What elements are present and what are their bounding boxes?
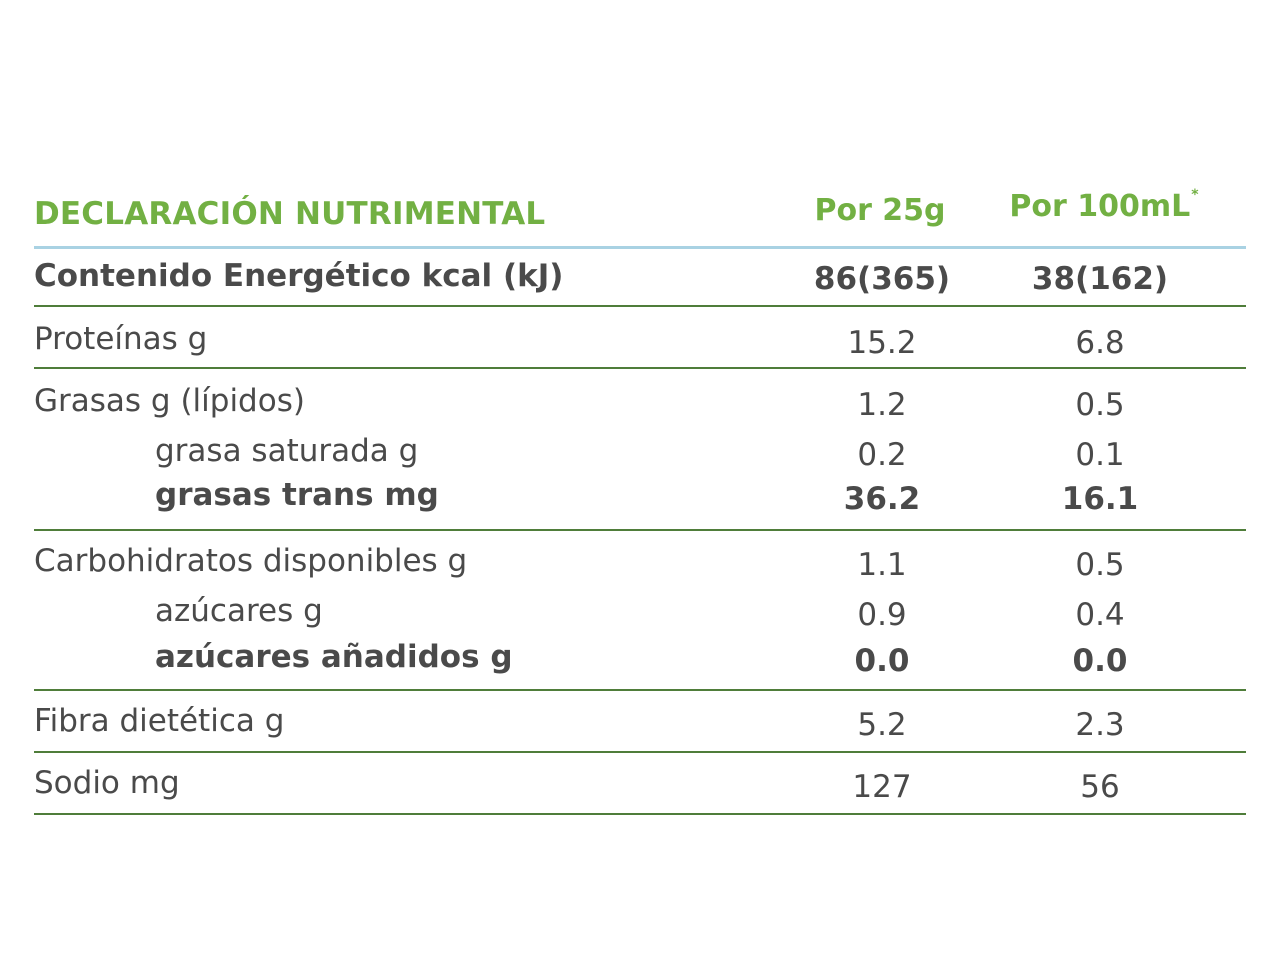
table-row: grasa saturada g 0.2 0.1: [34, 433, 1246, 473]
row-label: Contenido Energético kcal (kJ): [34, 258, 564, 294]
row-label: Fibra dietética g: [34, 703, 285, 739]
table-row: azúcares añadidos g 0.0 0.0: [34, 635, 1246, 689]
row-value-per-25g: 86(365): [813, 261, 951, 297]
row-group-fat: Grasas g (lípidos) 1.2 0.5 grasa saturad…: [34, 369, 1246, 531]
row-label: Sodio mg: [34, 765, 180, 801]
table-title: DECLARACIÓN NUTRIMENTAL: [34, 196, 546, 232]
row-value-per-100ml: 0.1: [1075, 437, 1125, 473]
row-group-protein: Proteínas g 15.2 6.8: [34, 307, 1246, 369]
nutrition-table: DECLARACIÓN NUTRIMENTAL Por 25g Por 100m…: [34, 187, 1246, 815]
footnote-mark: *: [1191, 187, 1199, 203]
row-value-per-100ml: 2.3: [1075, 707, 1125, 743]
column-header-per-100ml-text: Por 100mL: [1009, 189, 1191, 224]
table-row: grasas trans mg 36.2 16.1: [34, 473, 1246, 529]
row-label: grasas trans mg: [155, 477, 439, 513]
row-label: Carbohidratos disponibles g: [34, 543, 468, 579]
table-row: azúcares g 0.9 0.4: [34, 593, 1246, 635]
table-row: Proteínas g 15.2 6.8: [34, 307, 1246, 367]
row-group-energy: Contenido Energético kcal (kJ) 86(365) 3…: [34, 249, 1246, 307]
row-value-per-25g: 0.0: [854, 643, 910, 679]
table-row: Grasas g (lípidos) 1.2 0.5: [34, 369, 1246, 433]
row-label: Proteínas g: [34, 321, 208, 357]
table-row: Fibra dietética g 5.2 2.3: [34, 691, 1246, 751]
row-group-sodium: Sodio mg 127 56: [34, 753, 1246, 815]
row-value-per-25g: 127: [852, 769, 912, 805]
header-divider: [34, 246, 1246, 249]
row-value-per-100ml: 0.5: [1075, 387, 1125, 423]
row-value-per-100ml: 0.4: [1075, 597, 1125, 633]
column-header-per-100ml: Por 100mL*: [994, 187, 1214, 224]
row-value-per-100ml: 0.0: [1072, 643, 1128, 679]
table-row: Sodio mg 127 56: [34, 753, 1246, 813]
row-label: azúcares g: [155, 593, 323, 629]
row-value-per-100ml: 16.1: [1061, 481, 1139, 517]
row-value-per-100ml: 0.5: [1075, 547, 1125, 583]
row-value-per-25g: 0.2: [857, 437, 907, 473]
row-value-per-100ml: 38(162): [1031, 261, 1169, 297]
row-value-per-25g: 15.2: [847, 325, 917, 361]
row-group-carbs: Carbohidratos disponibles g 1.1 0.5 azúc…: [34, 531, 1246, 691]
column-header-per-25g: Por 25g: [814, 193, 946, 228]
row-label: azúcares añadidos g: [155, 639, 513, 675]
row-value-per-25g: 5.2: [857, 707, 907, 743]
row-value-per-100ml: 6.8: [1075, 325, 1125, 361]
row-group-fiber: Fibra dietética g 5.2 2.3: [34, 691, 1246, 753]
row-value-per-25g: 1.1: [857, 547, 907, 583]
table-row: Carbohidratos disponibles g 1.1 0.5: [34, 531, 1246, 593]
row-value-per-25g: 36.2: [843, 481, 921, 517]
row-value-per-25g: 1.2: [857, 387, 907, 423]
row-value-per-25g: 0.9: [857, 597, 907, 633]
row-value-per-100ml: 56: [1080, 769, 1120, 805]
table-header: DECLARACIÓN NUTRIMENTAL Por 25g Por 100m…: [34, 187, 1246, 244]
table-row: Contenido Energético kcal (kJ) 86(365) 3…: [34, 249, 1246, 305]
row-label: Grasas g (lípidos): [34, 383, 305, 419]
row-label: grasa saturada g: [155, 433, 419, 469]
